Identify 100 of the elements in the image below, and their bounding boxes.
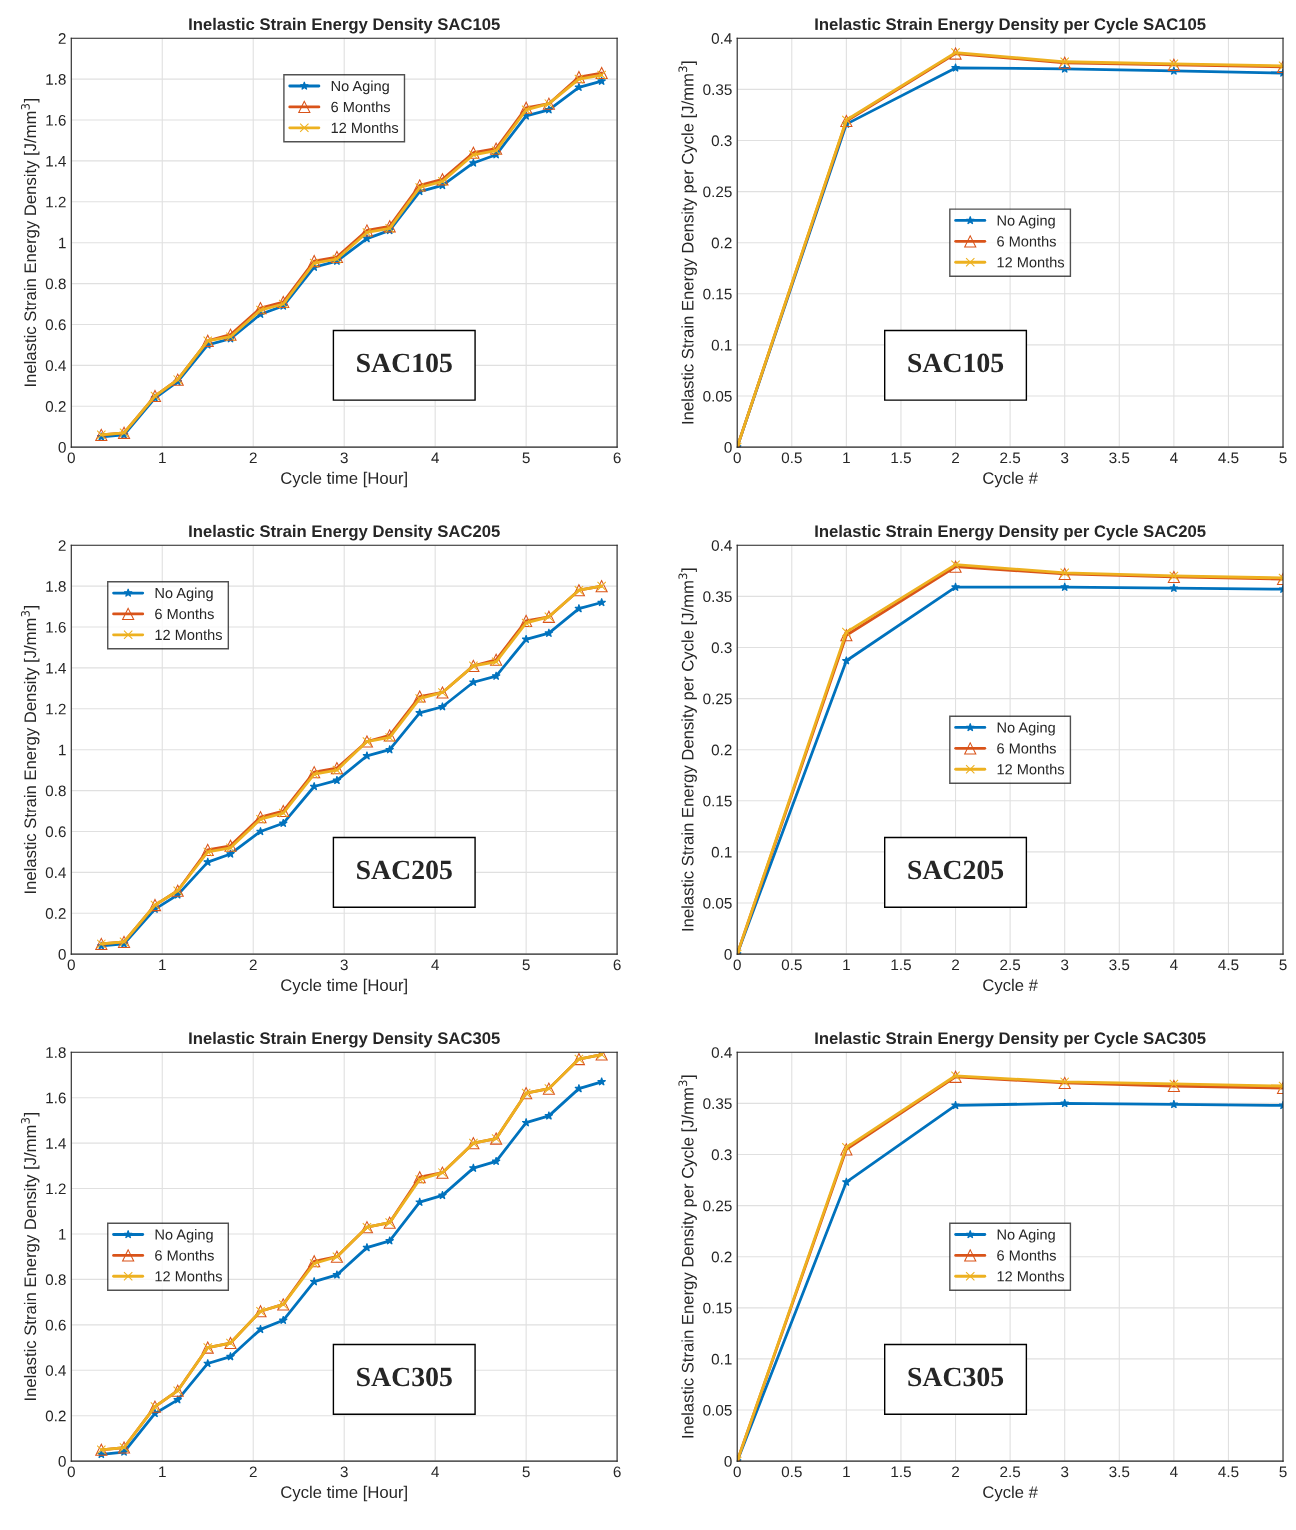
- y-tick-label: 0: [58, 1456, 66, 1467]
- x-axis-title: Cycle time [Hour]: [281, 978, 407, 995]
- legend-label: No Aging: [997, 722, 1055, 736]
- x-tick-label: 3: [340, 1466, 348, 1478]
- y-tick-label: 0.2: [45, 908, 66, 919]
- annotation: SAC205: [357, 860, 452, 880]
- x-tick-label: 2: [952, 1466, 960, 1478]
- chart-title: Inelastic Strain Energy Density per Cycle SAC305: [815, 1031, 1206, 1048]
- legend-label: 12 Months: [997, 763, 1065, 775]
- legend-label: No Aging: [997, 1229, 1055, 1243]
- x-tick-label: 0: [67, 1466, 75, 1478]
- x-axis-title: Cycle time [Hour]: [281, 471, 407, 488]
- y-tick-label: 1.4: [46, 662, 66, 674]
- y-tick-label: 0.2: [711, 744, 732, 756]
- legend-label: No Aging: [331, 80, 389, 95]
- y-tick-label: 0.2: [45, 1410, 66, 1422]
- y-tick-label: 0.1: [711, 846, 732, 858]
- x-tick-label: 4.5: [1218, 452, 1239, 464]
- x-tick-label: 4: [431, 959, 439, 971]
- x-tick-label: 1.5: [891, 1466, 911, 1478]
- annotation: SAC205: [908, 860, 1004, 880]
- y-tick-label: 0.1: [711, 1353, 732, 1365]
- y-tick-label: 0.15: [703, 288, 732, 300]
- x-tick-label: 3: [340, 452, 348, 464]
- y-tick-label: 0.3: [711, 135, 732, 147]
- y-tick-label: 0.2: [711, 237, 732, 249]
- annotation: SAC305: [357, 1367, 452, 1387]
- y-tick-label: 0: [724, 949, 732, 960]
- x-tick-label: 2.5: [1000, 1466, 1021, 1478]
- y-tick-label: 0.8: [45, 785, 66, 797]
- y-tick-label: 1: [59, 744, 66, 756]
- y-tick-label: 0.4: [45, 1365, 66, 1376]
- x-tick-label: 1.5: [891, 959, 911, 971]
- y-tick-label: 1: [59, 237, 66, 249]
- y-tick-label: 1.2: [46, 196, 66, 208]
- x-tick-label: 5: [522, 1466, 530, 1478]
- x-tick-label: 4: [431, 452, 439, 464]
- legend-label: 6 Months: [997, 235, 1056, 247]
- x-tick-label: 3.5: [1109, 959, 1130, 971]
- y-tick-label: 0.35: [703, 591, 732, 603]
- legend-label: 12 Months: [155, 629, 222, 641]
- chart-title: Inelastic Strain Energy Density SAC105: [189, 17, 500, 34]
- x-tick-label: 5: [1279, 1466, 1287, 1478]
- y-tick-label: 0.4: [45, 360, 66, 372]
- y-axis-title: Inelastic Strain Energy Density [J/mm$^{3}$]: [20, 606, 40, 893]
- chart-title: Inelastic Strain Energy Density SAC205: [189, 524, 500, 541]
- x-tick-label: 1: [843, 959, 850, 971]
- y-axis-title: Inelastic Strain Energy Density per Cycle [J/mm$^{3}$]: [678, 61, 697, 424]
- y-tick-label: 0.4: [711, 1047, 732, 1058]
- x-tick-label: 1: [159, 1466, 166, 1478]
- x-tick-label: 2: [249, 1466, 257, 1478]
- x-tick-label: 6: [613, 959, 621, 971]
- x-axis-title: Cycle #: [983, 1485, 1038, 1502]
- y-tick-label: 0.1: [711, 339, 732, 351]
- x-tick-label: 0.5: [781, 959, 802, 971]
- y-tick-label: 0.15: [703, 1302, 732, 1314]
- legend-label: No Aging: [997, 215, 1055, 229]
- x-tick-label: 1.5: [891, 452, 911, 464]
- x-tick-label: 5: [522, 959, 530, 971]
- x-axis-title: Cycle #: [983, 471, 1038, 488]
- y-tick-label: 2: [58, 540, 66, 551]
- legend-label: 12 Months: [155, 1270, 222, 1282]
- y-tick-label: 0: [724, 442, 732, 453]
- y-tick-label: 0.4: [45, 867, 66, 879]
- legend-label: 12 Months: [331, 122, 399, 134]
- x-tick-label: 0: [733, 1466, 741, 1478]
- x-tick-label: 0.5: [781, 452, 802, 464]
- y-tick-label: 0.8: [45, 278, 66, 290]
- x-tick-label: 0: [67, 452, 75, 464]
- annotation: SAC305: [908, 1367, 1004, 1387]
- x-tick-label: 6: [613, 452, 621, 464]
- annotation: SAC105: [908, 353, 1004, 373]
- y-tick-label: 0.6: [45, 826, 66, 838]
- x-tick-label: 2: [249, 959, 257, 971]
- y-tick-label: 0.3: [711, 1149, 732, 1161]
- x-tick-label: 3.5: [1109, 1466, 1130, 1478]
- y-tick-label: 1.8: [46, 581, 66, 592]
- y-tick-label: 1.6: [46, 1092, 66, 1104]
- y-tick-label: 0: [58, 442, 66, 453]
- y-tick-label: 0.25: [703, 1200, 732, 1212]
- y-tick-label: 0.6: [45, 319, 66, 331]
- y-tick-label: 0.2: [711, 1251, 732, 1263]
- y-tick-label: 0.4: [711, 33, 732, 44]
- y-tick-label: 0.2: [45, 401, 66, 412]
- annotation: SAC105: [357, 353, 452, 373]
- x-tick-label: 0: [733, 959, 741, 971]
- x-tick-label: 4: [431, 1466, 439, 1478]
- x-tick-label: 2.5: [1000, 452, 1021, 464]
- legend-label: 6 Months: [997, 1249, 1056, 1261]
- y-tick-label: 0: [58, 949, 66, 960]
- y-axis-title: Inelastic Strain Energy Density [J/mm$^{3}$]: [20, 1113, 40, 1400]
- x-tick-label: 2.5: [1000, 959, 1021, 971]
- y-tick-label: 0.6: [45, 1319, 66, 1331]
- x-tick-label: 5: [1279, 959, 1287, 971]
- y-tick-label: 0.8: [45, 1274, 66, 1286]
- x-tick-label: 2: [952, 452, 960, 464]
- y-axis-title: Inelastic Strain Energy Density per Cycle [J/mm$^{3}$]: [678, 1075, 697, 1438]
- chart-title: Inelastic Strain Energy Density per Cycle SAC105: [815, 17, 1206, 34]
- y-tick-label: 0.25: [703, 693, 732, 705]
- chart-title: Inelastic Strain Energy Density SAC305: [189, 1031, 500, 1048]
